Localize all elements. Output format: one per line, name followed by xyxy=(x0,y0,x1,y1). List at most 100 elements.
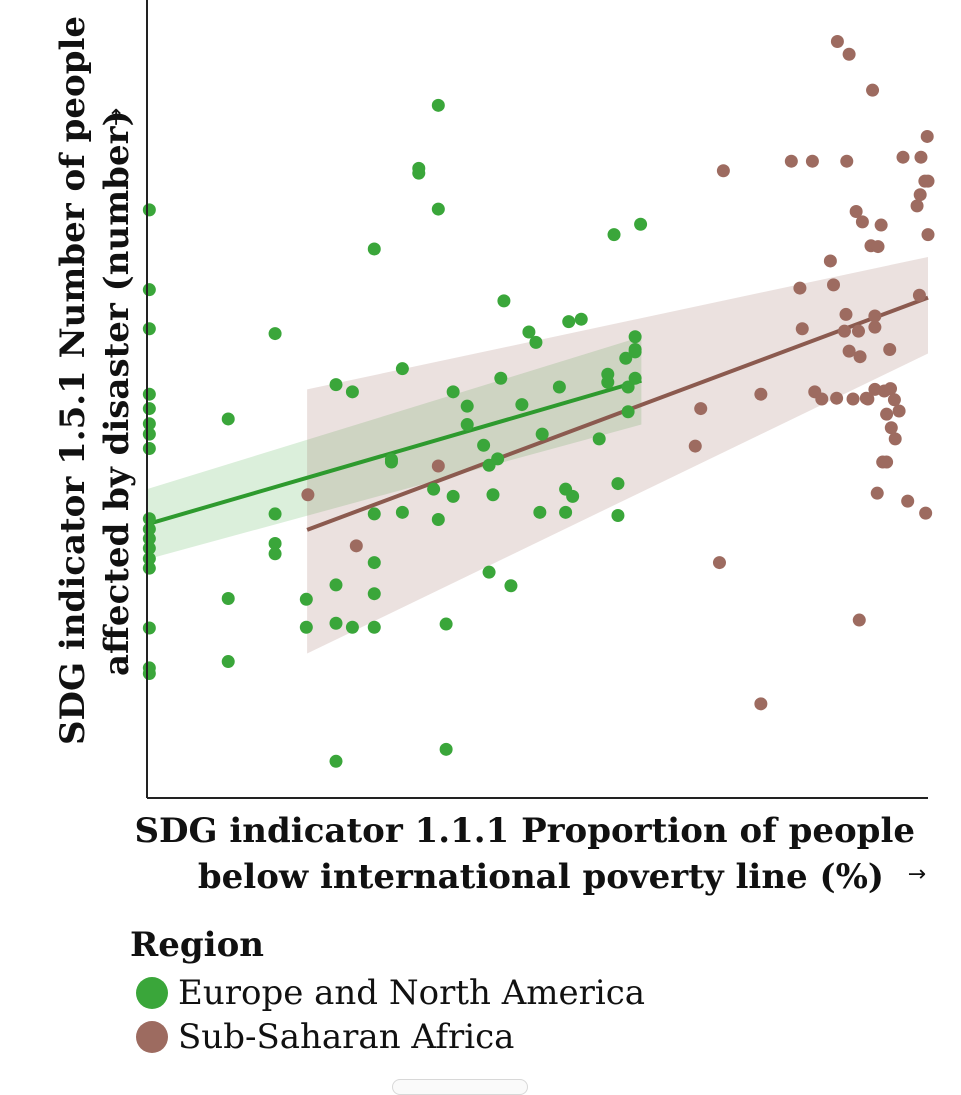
y-axis-title-line-1: SDG indicator 1.5.1 Number of people xyxy=(53,16,93,745)
legend-item-europe[interactable]: Europe and North America xyxy=(130,971,645,1015)
data-point-europe-27 xyxy=(329,578,343,592)
data-point-europe-1 xyxy=(142,283,156,297)
data-point-africa-28 xyxy=(853,350,867,364)
y-axis-arrow: → xyxy=(104,108,129,126)
data-point-europe-40 xyxy=(395,505,409,519)
legend-title: Region xyxy=(130,925,264,965)
data-point-africa-55 xyxy=(914,150,928,164)
data-point-europe-43 xyxy=(427,482,441,496)
data-point-europe-75 xyxy=(607,228,621,242)
ci-bands xyxy=(147,256,929,654)
data-point-europe-59 xyxy=(497,294,511,308)
data-point-europe-22 xyxy=(268,536,282,550)
trend-line-africa xyxy=(306,295,929,532)
data-point-europe-74 xyxy=(601,375,615,389)
data-point-europe-30 xyxy=(345,385,359,399)
data-point-africa-49 xyxy=(892,404,906,418)
data-point-europe-42 xyxy=(412,166,426,180)
data-point-europe-14 xyxy=(142,621,156,635)
data-point-europe-62 xyxy=(522,325,536,339)
data-point-africa-58 xyxy=(920,129,934,143)
legend-label-africa: Sub-Saharan Africa xyxy=(178,1017,515,1057)
data-point-europe-33 xyxy=(367,507,381,521)
data-point-africa-12 xyxy=(805,154,819,168)
data-point-europe-71 xyxy=(574,312,588,326)
legend-label-europe: Europe and North America xyxy=(178,973,646,1013)
data-point-europe-3 xyxy=(142,387,156,401)
data-point-europe-19 xyxy=(221,655,235,669)
data-point-africa-45 xyxy=(884,382,898,396)
data-point-europe-49 xyxy=(446,385,460,399)
data-point-europe-65 xyxy=(535,427,549,441)
data-point-africa-47 xyxy=(887,393,901,407)
data-point-africa-11 xyxy=(795,322,809,336)
data-point-africa-23 xyxy=(842,344,856,358)
data-point-europe-18 xyxy=(221,592,235,605)
data-point-africa-6 xyxy=(716,164,730,178)
data-point-europe-38 xyxy=(384,455,398,469)
data-point-europe-69 xyxy=(562,315,576,329)
data-point-africa-15 xyxy=(823,254,837,268)
y-axis-title-line-2: affected by disaster (number) xyxy=(97,110,137,676)
data-point-africa-48 xyxy=(888,432,902,446)
data-point-europe-17 xyxy=(221,412,235,426)
data-point-europe-63 xyxy=(529,335,543,349)
data-point-europe-31 xyxy=(345,620,359,634)
data-point-europe-2 xyxy=(142,322,156,336)
data-point-europe-80 xyxy=(621,405,635,419)
data-point-africa-14 xyxy=(815,392,829,406)
data-point-africa-26 xyxy=(851,324,865,338)
data-point-europe-44 xyxy=(431,98,445,112)
data-point-africa-10 xyxy=(793,281,807,295)
data-point-africa-20 xyxy=(839,307,853,321)
data-point-europe-53 xyxy=(477,438,491,452)
data-point-europe-48 xyxy=(439,742,453,756)
data-point-africa-2 xyxy=(431,459,445,473)
data-point-africa-54 xyxy=(913,188,927,202)
data-point-europe-79 xyxy=(621,380,635,394)
data-point-europe-76 xyxy=(611,477,625,491)
data-point-africa-59 xyxy=(921,228,935,242)
data-point-africa-7 xyxy=(754,697,768,711)
legend-item-africa[interactable]: Sub-Saharan Africa xyxy=(130,1015,645,1059)
x-axis-arrow: → xyxy=(908,862,926,887)
data-point-africa-57 xyxy=(919,506,933,520)
data-point-europe-39 xyxy=(395,362,409,376)
data-point-africa-9 xyxy=(784,154,798,168)
data-point-europe-57 xyxy=(491,452,505,466)
data-point-europe-78 xyxy=(619,351,633,365)
data-point-europe-24 xyxy=(299,592,313,606)
data-point-africa-46 xyxy=(884,421,898,435)
data-point-europe-16 xyxy=(142,667,156,681)
data-point-africa-34 xyxy=(868,309,882,323)
data-point-europe-35 xyxy=(367,587,381,601)
data-point-africa-22 xyxy=(842,47,856,61)
data-point-europe-32 xyxy=(367,242,381,256)
data-point-africa-53 xyxy=(912,288,926,302)
data-point-europe-52 xyxy=(460,418,474,432)
data-point-africa-8 xyxy=(754,387,768,401)
data-point-europe-51 xyxy=(460,399,474,413)
data-point-europe-58 xyxy=(494,371,508,385)
data-point-europe-20 xyxy=(268,327,282,341)
data-point-africa-5 xyxy=(712,556,726,570)
data-point-africa-19 xyxy=(837,324,851,338)
data-point-europe-7 xyxy=(142,441,156,455)
data-point-europe-55 xyxy=(482,565,496,579)
ci-band-europe xyxy=(147,336,642,560)
data-point-africa-18 xyxy=(830,34,844,48)
legend-swatch-europe xyxy=(136,977,168,1009)
data-point-europe-36 xyxy=(367,620,381,634)
ci-band-africa xyxy=(307,256,929,654)
data-point-europe-0 xyxy=(142,203,156,217)
data-point-europe-6 xyxy=(142,427,156,441)
data-point-europe-23 xyxy=(268,547,282,561)
data-point-europe-56 xyxy=(486,488,500,502)
data-point-europe-84 xyxy=(628,371,642,385)
data-point-africa-43 xyxy=(880,455,894,469)
data-point-europe-81 xyxy=(628,330,642,344)
data-point-europe-4 xyxy=(142,402,156,416)
x-axis-title-line-1: SDG indicator 1.1.1 Proportion of people xyxy=(134,811,915,851)
data-point-europe-46 xyxy=(431,512,445,526)
